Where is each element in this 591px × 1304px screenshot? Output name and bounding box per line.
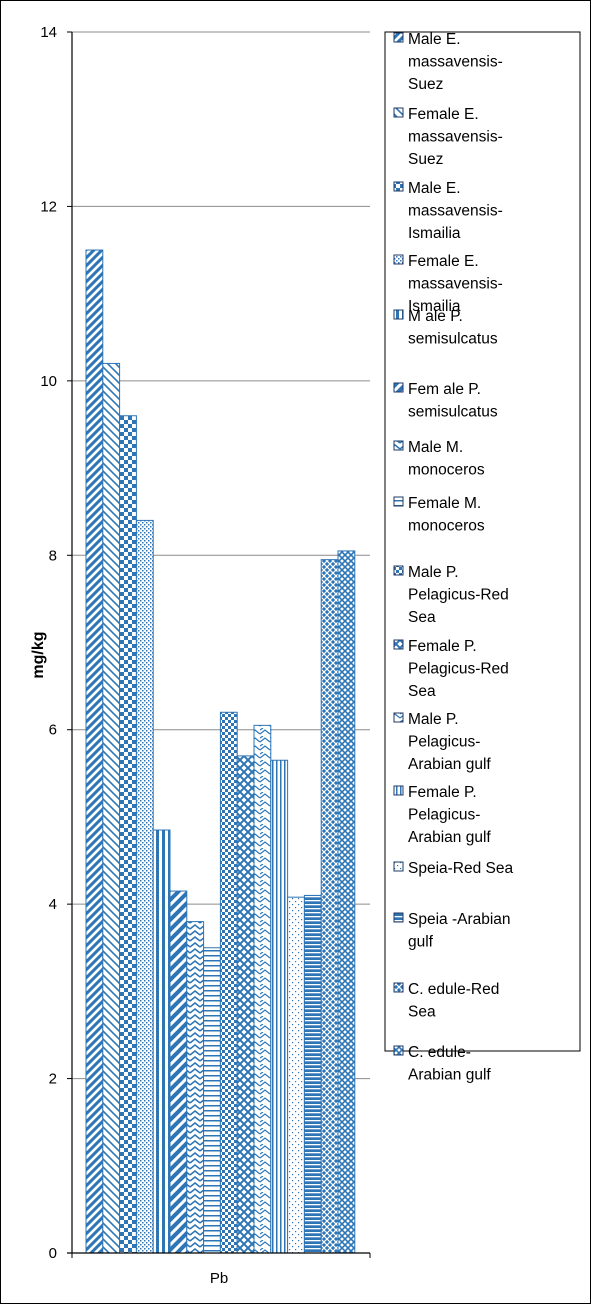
legend-swatch [393, 912, 404, 923]
legend-entry: Female M. monoceros [408, 495, 485, 535]
legend-entry: Male M. monoceros [408, 439, 485, 479]
legend-swatch [393, 181, 404, 192]
bar-15 [320, 559, 339, 1254]
bar-1 [85, 249, 104, 1254]
bar-12 [270, 759, 289, 1254]
y-tick-label: 6 [49, 722, 57, 739]
legend-swatch [393, 565, 404, 576]
legend-entry: Male E. massavensis-Ismailia [408, 180, 503, 242]
y-tick-label: 8 [49, 547, 57, 564]
y-tick-label: 12 [40, 198, 57, 215]
legend-swatch [393, 440, 404, 451]
legend-entry: Female P. Pelagicus-Red Sea [408, 638, 509, 700]
y-tick-label: 4 [49, 896, 57, 913]
y-tick-labels: 0 2 4 6 8 10 12 14 [40, 24, 72, 1262]
legend-swatch [393, 107, 404, 118]
bar-6 [169, 890, 188, 1254]
bar-10 [236, 755, 255, 1254]
legend-swatch [393, 861, 404, 872]
bar-4 [135, 519, 154, 1254]
legend-entry: Fem ale P. semisulcatus [408, 381, 498, 421]
legend-swatch [393, 785, 404, 796]
legend-entry: C. edule-Red Sea [408, 981, 499, 1021]
legend-swatch [393, 496, 404, 507]
legend-entry: Female E. massavensis-Ismailia [408, 253, 503, 315]
legend-swatch [393, 309, 404, 320]
bar-11 [253, 724, 272, 1254]
legend-box [384, 31, 581, 1052]
bar-13 [287, 896, 305, 1254]
bar-16 [337, 550, 356, 1254]
legend-entry: Speia-Red Sea [408, 860, 514, 877]
bar-8 [203, 947, 221, 1254]
legend-entry: Male P. Pelagicus-Arabian gulf [408, 711, 491, 773]
legend-swatch [393, 639, 404, 650]
bar-5 [152, 829, 171, 1254]
bar-14 [303, 894, 322, 1254]
y-axis-label: mg/kg [30, 631, 47, 678]
legend-swatch [393, 382, 404, 393]
legend-entry: Male P. Pelagicus-Red Sea [408, 564, 509, 626]
y-tick-label: 14 [40, 24, 57, 41]
legend-entry: Speia -Arabian gulf [408, 911, 511, 951]
legend-swatch [393, 254, 404, 265]
legend-swatch [393, 982, 404, 993]
bar-7 [186, 921, 205, 1254]
bars [85, 249, 356, 1254]
bar-9 [219, 711, 238, 1254]
x-tick-label: Pb [210, 1270, 228, 1287]
axes [67, 32, 371, 1258]
legend-swatch [393, 1045, 404, 1056]
legend-entry: Male E. massavensis-Suez [408, 31, 503, 93]
legend-entry: Female P. Pelagicus-Arabian gulf [408, 784, 491, 846]
legend: Male E. massavensis-Suez Female E. massaven… [393, 31, 514, 1084]
y-tick-label: 0 [49, 1245, 57, 1262]
bar-2 [102, 362, 121, 1254]
legend-entry: M ale P. semisulcatus [408, 308, 498, 348]
legend-swatch [393, 32, 404, 43]
legend-entry: C. edule-Arabian gulf [408, 1044, 491, 1084]
y-tick-label: 10 [40, 373, 57, 390]
y-tick-label: 2 [49, 1071, 57, 1088]
bar-3 [119, 415, 137, 1254]
legend-entry: Female E. massavensis-Suez [408, 106, 503, 168]
legend-swatch [393, 712, 404, 723]
